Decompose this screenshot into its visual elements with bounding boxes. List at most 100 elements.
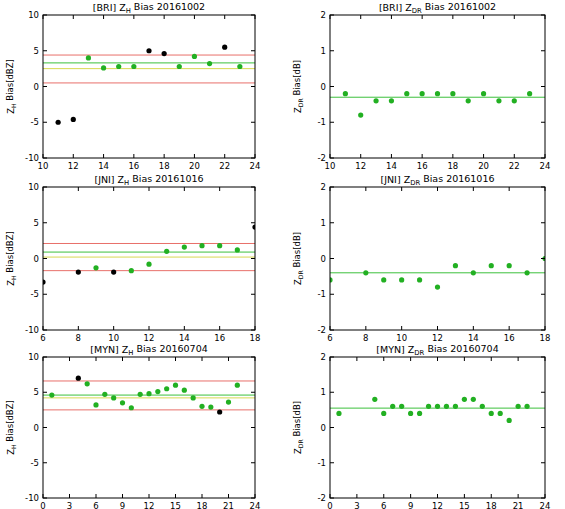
point	[417, 277, 422, 282]
y-tick	[330, 122, 334, 123]
point	[162, 51, 167, 56]
x-tick	[356, 494, 357, 498]
y-tick	[541, 392, 545, 393]
y-tick	[251, 122, 255, 123]
y-tick-label: 1	[321, 218, 326, 228]
x-tick	[43, 15, 44, 19]
y-label: ZDR Bias[dB]	[292, 60, 304, 113]
y-tick-label: -2	[318, 493, 326, 503]
x-tick	[422, 154, 423, 158]
y-tick	[43, 187, 47, 188]
reference-line	[43, 243, 255, 244]
point	[481, 91, 486, 96]
x-tick-label: 24	[250, 501, 261, 509]
y-tick	[541, 187, 545, 188]
x-tick	[330, 187, 331, 191]
point	[191, 395, 196, 400]
frame	[330, 15, 545, 158]
point	[101, 65, 106, 70]
y-tick	[43, 330, 47, 331]
x-tick-label: 14	[179, 333, 190, 343]
y-tick-label: -1	[318, 289, 326, 299]
x-tick	[401, 326, 402, 330]
point	[404, 91, 409, 96]
x-tick	[545, 187, 546, 191]
x-tick	[149, 357, 150, 361]
x-tick	[473, 326, 474, 330]
x-tick	[330, 494, 331, 498]
plot-area	[330, 91, 545, 118]
frame	[43, 187, 255, 330]
x-tick-label: 14	[98, 161, 109, 171]
y-tick	[43, 294, 47, 295]
y-tick-label: 5	[34, 46, 39, 56]
x-tick	[514, 15, 515, 19]
y-tick-label: -10	[25, 153, 39, 163]
x-tick	[410, 357, 411, 361]
x-tick	[78, 326, 79, 330]
x-tick	[73, 154, 74, 158]
y-tick	[251, 392, 255, 393]
x-tick	[96, 494, 97, 498]
y-tick	[541, 294, 545, 295]
x-tick-label: 10	[38, 161, 49, 171]
point	[507, 263, 512, 268]
y-tick	[330, 427, 334, 428]
x-tick	[518, 494, 519, 498]
point	[111, 395, 116, 400]
plot-area	[43, 376, 255, 415]
x-tick	[383, 494, 384, 498]
x-tick	[43, 357, 44, 361]
point	[131, 64, 136, 69]
y-tick-label: -10	[25, 325, 39, 335]
x-tick	[464, 494, 465, 498]
x-tick-label: 12	[432, 333, 443, 343]
reference-line	[43, 380, 255, 381]
title: [BRI] ZH Bias 20161002	[93, 1, 205, 15]
plot-area	[330, 397, 545, 423]
y-tick	[251, 462, 255, 463]
y-tick-label: 0	[34, 254, 39, 264]
x-tick	[545, 494, 546, 498]
point	[516, 404, 521, 409]
x-tick	[255, 154, 256, 158]
y-tick-label: 0	[34, 423, 39, 433]
point	[222, 45, 227, 50]
y-tick	[330, 392, 334, 393]
x-tick-label: 24	[540, 161, 551, 171]
point	[420, 91, 425, 96]
x-tick	[164, 15, 165, 19]
panel: [JNI] ZH Bias 20161016ZH Bias[dBZ]681012…	[5, 173, 260, 343]
y-tick-label: -10	[25, 493, 39, 503]
x-tick-label: 16	[504, 333, 515, 343]
point	[71, 117, 76, 122]
reference-line	[43, 62, 255, 63]
x-tick-label: 18	[540, 333, 551, 343]
x-tick	[545, 15, 546, 19]
point	[466, 98, 471, 103]
point	[336, 411, 341, 416]
x-tick-label: 16	[214, 333, 225, 343]
point	[146, 391, 151, 396]
y-tick-label: -2	[318, 153, 326, 163]
x-tick	[255, 494, 256, 498]
x-tick	[43, 154, 44, 158]
point	[527, 91, 532, 96]
x-tick	[509, 326, 510, 330]
x-tick	[437, 494, 438, 498]
x-tick	[437, 326, 438, 330]
x-tick	[133, 15, 134, 19]
y-tick	[251, 357, 255, 358]
point	[507, 418, 512, 423]
y-tick	[251, 222, 255, 223]
x-tick	[410, 494, 411, 498]
point	[435, 285, 440, 290]
point	[496, 98, 501, 103]
x-tick	[96, 357, 97, 361]
point	[390, 404, 395, 409]
point	[182, 388, 187, 393]
x-tick-label: 12	[355, 161, 366, 171]
x-tick	[356, 357, 357, 361]
point	[235, 383, 240, 388]
x-tick	[69, 494, 70, 498]
